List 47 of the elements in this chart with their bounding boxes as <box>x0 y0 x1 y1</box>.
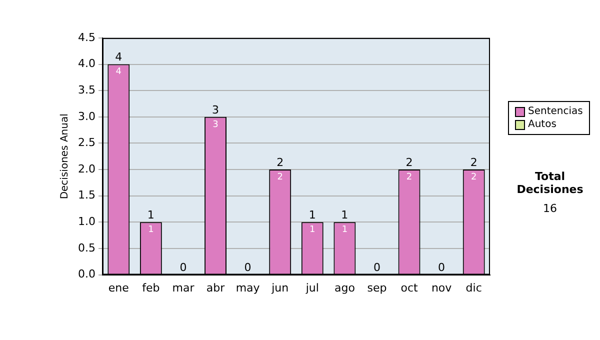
total-label: 4 <box>115 50 122 64</box>
total-label: 2 <box>276 156 284 169</box>
text: 16 <box>542 202 558 215</box>
y-tick-label: 2.5 <box>78 136 96 150</box>
total-label: 0 <box>244 261 252 274</box>
legend-label: Sentencias <box>528 105 583 118</box>
y-tick-label: 2.0 <box>78 162 96 176</box>
y-tick-label: 0.0 <box>78 268 96 281</box>
text: Total Decisiones <box>516 170 584 196</box>
y-tick-label: 4.0 <box>78 57 96 70</box>
y-tick-label: 3.0 <box>78 110 96 123</box>
x-tick-label: mar <box>172 281 195 294</box>
y-tick-label: 3.5 <box>78 83 96 96</box>
total-label: 1 <box>308 208 316 222</box>
y-tick-label: 0.5 <box>78 241 96 254</box>
data-label: 1 <box>342 225 348 236</box>
total-label: 0 <box>438 261 446 274</box>
x-tick-label: may <box>236 281 260 294</box>
x-tick-label: nov <box>431 281 452 294</box>
y-tick-label: 1.0 <box>78 215 96 228</box>
data-label: 1 <box>148 225 154 236</box>
total-label: 0 <box>180 261 187 274</box>
total-label: 3 <box>212 103 220 116</box>
x-tick-label: ago <box>334 281 356 294</box>
y-axis-title: Decisiones Anual <box>60 114 71 200</box>
data-label: 3 <box>212 120 218 130</box>
total-label: 1 <box>341 208 348 222</box>
total-label: 1 <box>147 208 154 222</box>
x-tick-label: abr <box>206 281 226 294</box>
total-label: 2 <box>406 156 413 169</box>
x-tick-label: dic <box>466 281 482 294</box>
data-label: 2 <box>277 172 283 182</box>
x-tick-label: ene <box>108 281 130 294</box>
data-label: 4 <box>116 67 122 78</box>
total-label: 0 <box>373 261 380 274</box>
x-tick-label: sep <box>367 281 387 294</box>
data-label: 2 <box>406 172 412 182</box>
y-tick-label: 1.5 <box>78 188 96 202</box>
x-tick-label: feb <box>142 281 160 294</box>
x-tick-label: jul <box>304 281 319 294</box>
x-tick-label: jun <box>270 281 289 294</box>
x-tick-label: oct <box>400 281 418 294</box>
data-label: 2 <box>470 172 477 182</box>
total-label: 2 <box>470 156 478 169</box>
y-tick-label: 4.5 <box>78 30 96 44</box>
legend-label: Autos <box>528 118 556 131</box>
data-label: 1 <box>310 225 316 236</box>
